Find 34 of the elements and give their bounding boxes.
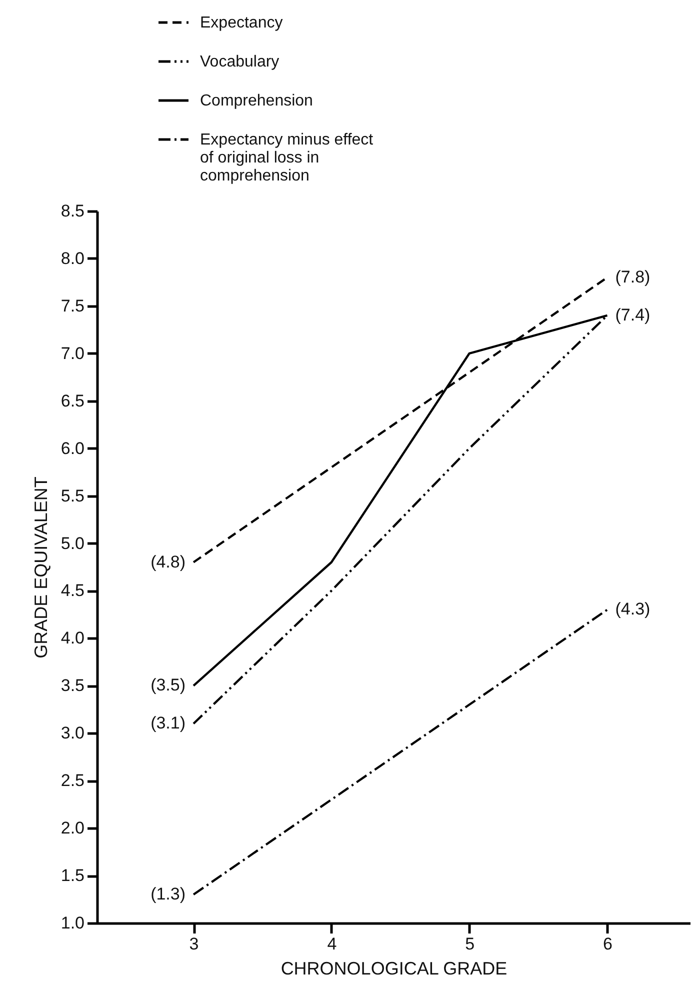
y-tick-label: 6.0 <box>60 438 84 458</box>
data-label: (4.8) <box>150 552 186 572</box>
y-tick-label: 5.5 <box>60 486 84 506</box>
y-tick-label: 3.0 <box>60 724 84 743</box>
x-tick-label: 4 <box>327 934 337 954</box>
y-tick-label: 6.5 <box>60 391 84 410</box>
y-tick-label: 1.5 <box>60 866 84 886</box>
y-tick-label: 4.5 <box>60 581 84 600</box>
x-tick-label: 3 <box>189 934 199 954</box>
y-tick-label: 8.5 <box>60 202 84 220</box>
x-tick-label: 5 <box>465 934 475 954</box>
y-tick-label: 2.5 <box>60 771 84 790</box>
y-tick-label: 7.0 <box>60 344 84 363</box>
y-tick-label: 2.0 <box>60 818 84 838</box>
legend-label: Comprehension <box>200 92 313 110</box>
data-label: (7.8) <box>615 267 650 286</box>
data-label: (3.5) <box>150 676 186 695</box>
y-axis-title: GRADE EQUIVALENT <box>30 476 51 658</box>
y-tick-label: 4.0 <box>60 628 84 648</box>
legend-label: Expectancy <box>200 14 283 32</box>
x-axis-title: CHRONOLOGICAL GRADE <box>280 958 508 978</box>
data-label: (3.1) <box>150 714 186 733</box>
y-tick-label: 1.0 <box>60 914 84 932</box>
y-tick-label: 8.0 <box>60 248 84 268</box>
line-series <box>192 608 608 896</box>
x-tick-label: 6 <box>603 934 612 954</box>
y-tick-label: 5.0 <box>60 534 84 553</box>
data-label: (1.3) <box>150 884 186 904</box>
data-label: (7.4) <box>615 305 650 324</box>
data-label: (4.3) <box>615 600 650 619</box>
legend-label: Vocabulary <box>200 54 280 70</box>
legend-label: Expectancy minus effect of original loss in comprehension <box>200 132 374 184</box>
y-tick-label: 3.5 <box>60 676 84 696</box>
y-tick-label: 7.5 <box>60 296 84 316</box>
